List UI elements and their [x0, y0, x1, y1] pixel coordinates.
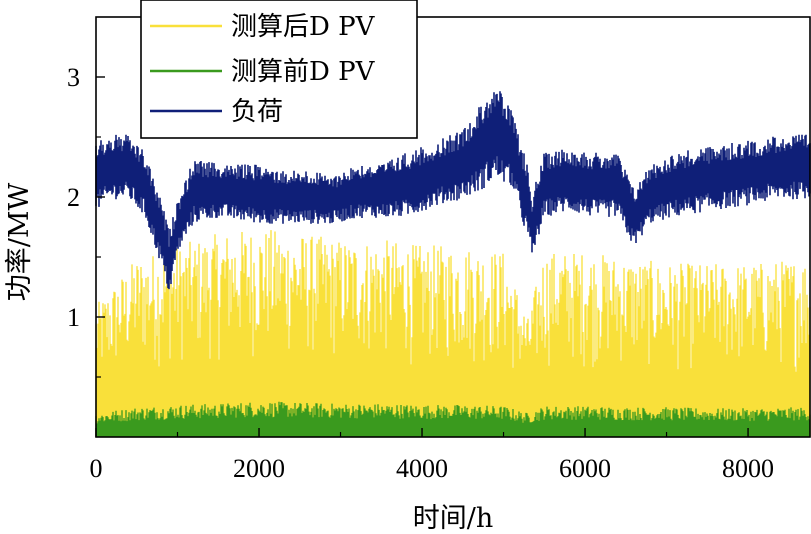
- y-axis-label: 功率/MW: [4, 183, 35, 302]
- y-tick-label: 1: [67, 303, 80, 332]
- y-tick-label: 3: [67, 63, 80, 92]
- x-tick-label: 0: [90, 454, 103, 483]
- x-tick-label: 8000: [722, 454, 774, 483]
- legend-label-before-pv: 测算前D PV: [231, 57, 376, 87]
- x-tick-label: 2000: [233, 454, 285, 483]
- x-axis-label: 时间/h: [413, 503, 494, 534]
- x-axis: 0 2000 4000 6000 8000: [90, 428, 774, 483]
- x-tick-label: 4000: [396, 454, 448, 483]
- legend-box: [140, 0, 418, 139]
- legend: 测算后D PV 测算前D PV 负荷: [140, 0, 418, 139]
- legend-label-after-pv: 测算后D PV: [231, 12, 376, 42]
- y-axis: 1 2 3: [67, 63, 105, 378]
- x-tick-label: 6000: [559, 454, 611, 483]
- plot-frame: [95, 16, 811, 438]
- y-tick-label: 2: [67, 183, 80, 212]
- legend-label-load: 负荷: [231, 97, 283, 127]
